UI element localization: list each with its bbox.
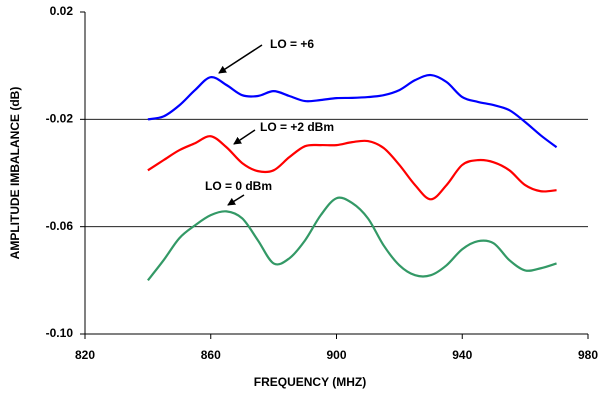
annotation-arrow [227, 194, 245, 206]
x-tick-label: 900 [326, 348, 346, 362]
x-tick-label: 980 [578, 348, 598, 362]
x-axis-label: FREQUENCY (MHZ) [254, 375, 366, 389]
x-tick-label: 860 [201, 348, 221, 362]
annotation: LO = +6 [270, 37, 314, 51]
x-tick-label: 820 [75, 348, 95, 362]
series-line [147, 73, 558, 149]
annotation: LO = +2 dBm [260, 120, 334, 134]
annotation: LO = 0 dBm [205, 179, 272, 193]
annotation-arrow [233, 129, 256, 145]
series-line [147, 135, 557, 201]
y-tick-label: -0.06 [46, 219, 74, 233]
y-tick-label: -0.10 [46, 326, 74, 340]
annotation-arrow [218, 44, 263, 74]
y-tick-label: 0.02 [50, 4, 74, 18]
y-axis-label: AMPLITUDE IMBALANCE (dB) [8, 87, 22, 260]
series-line [147, 196, 557, 282]
y-tick-label: -0.02 [46, 112, 74, 126]
x-tick-label: 940 [452, 348, 472, 362]
